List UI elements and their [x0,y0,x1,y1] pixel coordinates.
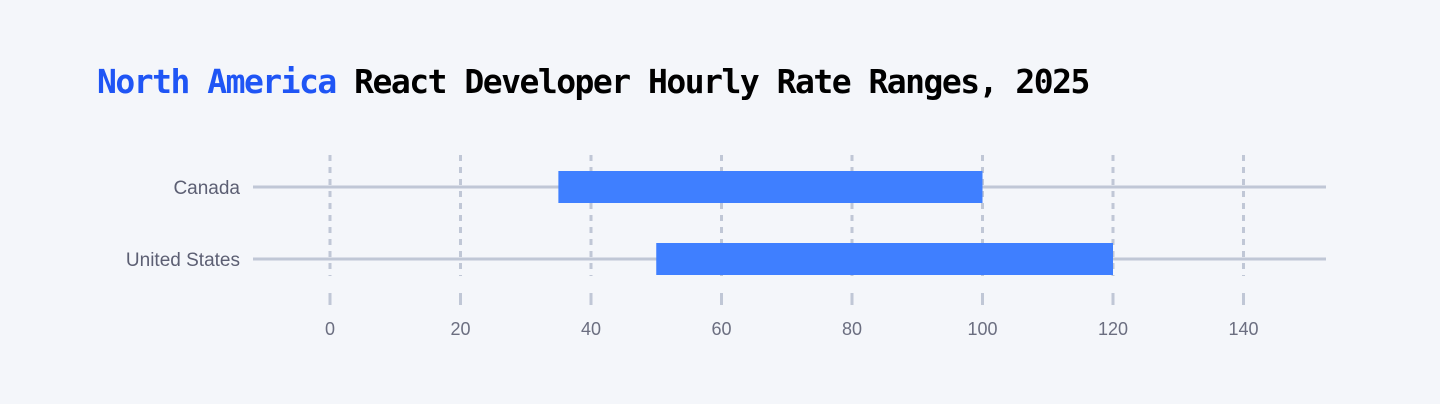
category-label: United States [126,250,240,271]
x-axis: 0 20 40 60 80 100 120 140 [325,293,1259,339]
x-tick-label: 140 [1228,319,1258,339]
chart-title: North America React Developer Hourly Rat… [97,62,1090,101]
range-bar-canada [558,171,983,203]
x-tick-label: 60 [711,319,731,339]
x-tick-label: 100 [967,319,997,339]
chart-title-highlight: North America [97,62,337,101]
x-tick-label: 40 [581,319,601,339]
x-tick-label: 80 [842,319,862,339]
category-rows: Canada United States [126,171,1326,275]
x-tick-label: 0 [325,319,335,339]
chart-title-rest: React Developer Hourly Rate Ranges, 2025 [335,62,1090,101]
x-tick-label: 120 [1098,319,1128,339]
category-label: Canada [173,178,240,199]
range-bar-united-states [656,243,1113,275]
x-tick-label: 20 [450,319,470,339]
